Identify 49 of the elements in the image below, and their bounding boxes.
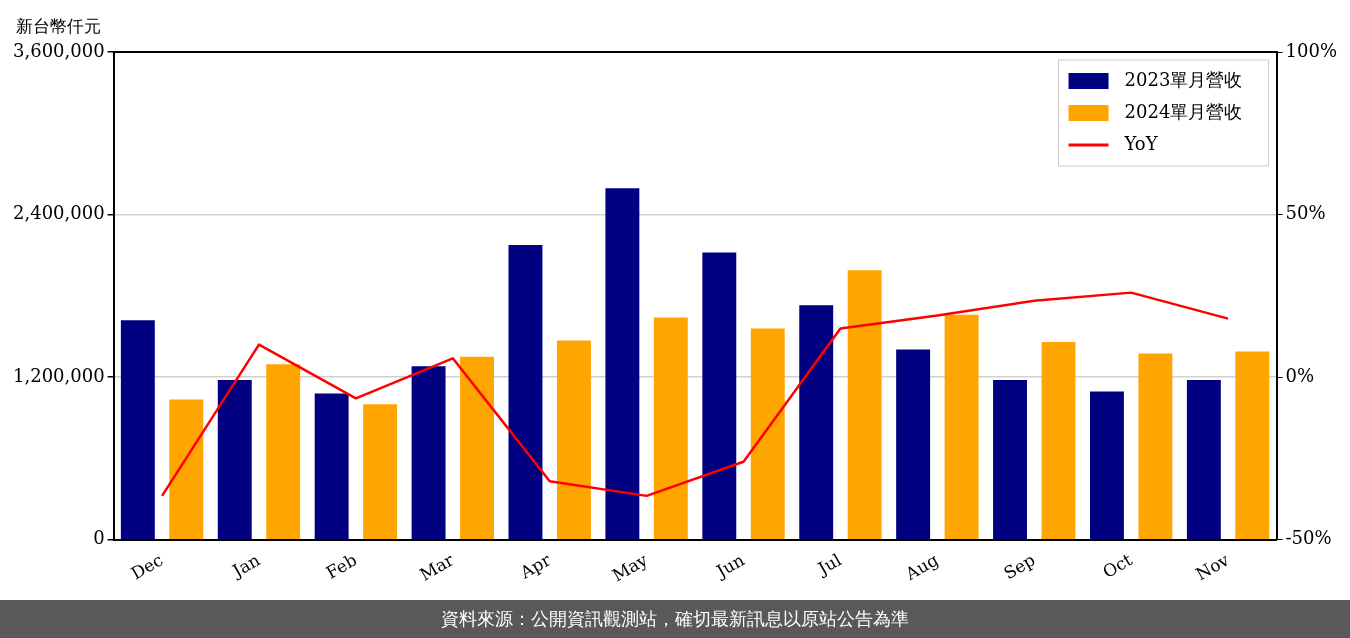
y-tick-label: 0 [93, 527, 105, 549]
x-tick-label: Aug [901, 549, 942, 585]
bar [799, 305, 834, 540]
bar [266, 364, 301, 540]
bar [217, 379, 252, 540]
x-tick-label: Jul [812, 549, 845, 580]
y2-tick-label: 100% [1285, 39, 1338, 61]
bar [847, 270, 882, 540]
x-tick-label: Oct [1099, 549, 1136, 583]
y2-tick-label: 0% [1285, 364, 1315, 386]
y-tick-label: 1,200,000 [13, 364, 105, 386]
x-tick-label: Jan [227, 549, 264, 582]
bar [750, 328, 785, 540]
bar [1089, 391, 1124, 540]
bar [993, 379, 1027, 540]
bar [1235, 351, 1270, 540]
x-tick-label: Nov [1192, 549, 1233, 585]
y-tick-label: 3,600,000 [13, 39, 105, 61]
bar [653, 317, 688, 540]
bar [460, 356, 494, 540]
bar [508, 245, 543, 540]
y2-tick-label: -50% [1285, 527, 1332, 549]
bar [314, 393, 349, 540]
legend-label: 2023單月營收 [1124, 68, 1243, 90]
x-tick-label: Jun [711, 549, 748, 583]
y-tick-label: 2,400,000 [13, 202, 105, 224]
bar [896, 349, 931, 540]
source-note: 資料來源：公開資訊觀測站，確切最新訊息以原站公告為準 [0, 600, 1350, 638]
bar [363, 404, 398, 540]
x-tick-label: Mar [416, 549, 458, 585]
x-tick-label: May [608, 549, 652, 586]
bar [120, 320, 155, 540]
bar [411, 366, 446, 540]
bar [1186, 379, 1221, 540]
x-tick-label: Dec [127, 549, 167, 584]
y2-tick-label: 50% [1285, 202, 1326, 224]
x-tick-label: Sep [1000, 549, 1039, 584]
bar [556, 340, 591, 540]
bar [1041, 341, 1076, 540]
x-tick-label: Feb [322, 549, 361, 583]
bar [702, 252, 737, 540]
y-axis-title: 新台幣仟元 [16, 16, 102, 37]
bar [169, 399, 204, 540]
x-tick-label: Apr [515, 549, 555, 584]
legend-label: 2024單月營收 [1124, 100, 1243, 122]
legend-label: YoY [1123, 132, 1159, 154]
bar [944, 314, 979, 540]
bar [1138, 353, 1173, 540]
bar [605, 188, 640, 540]
